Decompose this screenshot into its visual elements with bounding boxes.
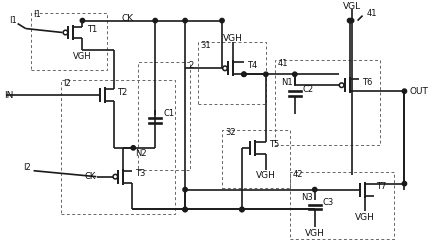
Text: T3: T3 [135,169,146,178]
Text: VGH: VGH [223,34,243,43]
Circle shape [293,72,297,76]
Circle shape [153,18,158,23]
Bar [31,13,107,70]
Circle shape [183,207,187,212]
Text: VGL: VGL [342,2,361,11]
Text: T2: T2 [117,88,127,97]
Text: N2: N2 [135,149,147,158]
Circle shape [183,207,187,212]
Text: 32: 32 [225,128,236,137]
Bar [275,60,380,145]
Text: 2: 2 [188,61,193,70]
Circle shape [242,72,246,76]
Circle shape [240,207,244,212]
Circle shape [242,72,246,76]
Text: T7: T7 [377,182,387,191]
Text: T5: T5 [269,140,279,149]
Bar [138,62,190,170]
Text: VGH: VGH [73,52,92,61]
Text: I2: I2 [63,79,71,88]
Circle shape [347,18,352,23]
Text: VGH: VGH [256,171,276,180]
Text: I2: I2 [23,163,30,172]
Circle shape [220,18,224,23]
Text: C3: C3 [323,198,334,207]
Text: 31: 31 [200,41,211,50]
Circle shape [313,187,317,192]
Text: C1: C1 [163,108,174,118]
Text: OUT: OUT [409,87,428,96]
Text: T1: T1 [87,25,98,34]
Text: VGH: VGH [355,213,374,222]
Text: T6: T6 [361,78,372,87]
Text: 42: 42 [293,170,303,179]
Text: IN: IN [4,91,13,100]
Bar [222,130,290,187]
Text: T4: T4 [247,61,257,70]
Bar [290,172,394,239]
Text: N1: N1 [281,78,293,87]
Circle shape [402,89,407,93]
Circle shape [80,18,85,23]
Circle shape [131,146,135,150]
Text: CK: CK [84,172,95,181]
Text: VGH: VGH [305,229,325,238]
Text: CK: CK [121,14,134,23]
Text: N3: N3 [301,193,313,202]
Text: I1: I1 [34,10,41,19]
Text: C2: C2 [303,85,314,94]
Text: 41: 41 [367,9,377,18]
Text: I1: I1 [9,16,16,25]
Circle shape [183,18,187,23]
Circle shape [264,72,268,76]
Circle shape [349,18,354,23]
Bar [198,42,266,104]
Circle shape [402,181,407,186]
Bar [60,80,175,214]
Circle shape [240,207,244,212]
Circle shape [183,187,187,192]
Text: 41: 41 [278,59,288,68]
